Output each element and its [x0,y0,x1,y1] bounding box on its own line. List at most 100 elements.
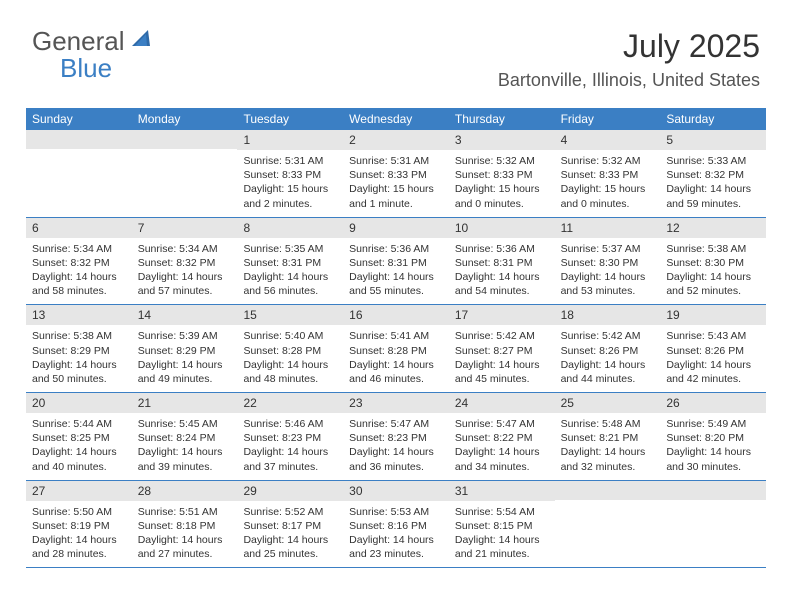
day-number [660,481,766,500]
day-cell: 1Sunrise: 5:31 AMSunset: 8:33 PMDaylight… [237,130,343,217]
week-row: 27Sunrise: 5:50 AMSunset: 8:19 PMDayligh… [26,481,766,569]
sunrise-line: Sunrise: 5:52 AM [243,505,337,519]
sunrise-line: Sunrise: 5:53 AM [349,505,443,519]
daylight-line: Daylight: 14 hours and 39 minutes. [138,445,232,473]
weekday-header: Tuesday [237,108,343,130]
sunrise-line: Sunrise: 5:39 AM [138,329,232,343]
sunset-line: Sunset: 8:28 PM [349,344,443,358]
day-body: Sunrise: 5:45 AMSunset: 8:24 PMDaylight:… [132,413,238,474]
sunset-line: Sunset: 8:27 PM [455,344,549,358]
sunset-line: Sunset: 8:16 PM [349,519,443,533]
day-cell: 5Sunrise: 5:33 AMSunset: 8:32 PMDaylight… [660,130,766,217]
weekday-header: Friday [555,108,661,130]
sunset-line: Sunset: 8:17 PM [243,519,337,533]
daylight-line: Daylight: 14 hours and 45 minutes. [455,358,549,386]
sunset-line: Sunset: 8:20 PM [666,431,760,445]
sunrise-line: Sunrise: 5:45 AM [138,417,232,431]
page-title: July 2025 [623,28,760,65]
day-number [132,130,238,149]
daylight-line: Daylight: 14 hours and 27 minutes. [138,533,232,561]
day-body: Sunrise: 5:34 AMSunset: 8:32 PMDaylight:… [132,238,238,299]
sunrise-line: Sunrise: 5:49 AM [666,417,760,431]
day-number: 3 [449,130,555,150]
day-cell: 20Sunrise: 5:44 AMSunset: 8:25 PMDayligh… [26,393,132,480]
weekday-header: Thursday [449,108,555,130]
day-cell: 7Sunrise: 5:34 AMSunset: 8:32 PMDaylight… [132,218,238,305]
day-body: Sunrise: 5:34 AMSunset: 8:32 PMDaylight:… [26,238,132,299]
daylight-line: Daylight: 14 hours and 54 minutes. [455,270,549,298]
day-cell [660,481,766,568]
day-number: 12 [660,218,766,238]
day-cell: 2Sunrise: 5:31 AMSunset: 8:33 PMDaylight… [343,130,449,217]
day-cell: 28Sunrise: 5:51 AMSunset: 8:18 PMDayligh… [132,481,238,568]
day-body: Sunrise: 5:47 AMSunset: 8:22 PMDaylight:… [449,413,555,474]
day-number: 2 [343,130,449,150]
day-body: Sunrise: 5:42 AMSunset: 8:27 PMDaylight:… [449,325,555,386]
day-cell: 31Sunrise: 5:54 AMSunset: 8:15 PMDayligh… [449,481,555,568]
day-cell: 4Sunrise: 5:32 AMSunset: 8:33 PMDaylight… [555,130,661,217]
logo-line1: General [32,26,125,56]
week-row: 20Sunrise: 5:44 AMSunset: 8:25 PMDayligh… [26,393,766,481]
day-cell: 18Sunrise: 5:42 AMSunset: 8:26 PMDayligh… [555,305,661,392]
day-cell: 10Sunrise: 5:36 AMSunset: 8:31 PMDayligh… [449,218,555,305]
sunrise-line: Sunrise: 5:36 AM [455,242,549,256]
sunset-line: Sunset: 8:32 PM [32,256,126,270]
sunset-line: Sunset: 8:28 PM [243,344,337,358]
sunrise-line: Sunrise: 5:44 AM [32,417,126,431]
sunrise-line: Sunrise: 5:40 AM [243,329,337,343]
sunset-line: Sunset: 8:24 PM [138,431,232,445]
sunset-line: Sunset: 8:26 PM [666,344,760,358]
day-cell: 23Sunrise: 5:47 AMSunset: 8:23 PMDayligh… [343,393,449,480]
day-number [555,481,661,500]
weekday-header: Monday [132,108,238,130]
sunset-line: Sunset: 8:30 PM [561,256,655,270]
day-body: Sunrise: 5:41 AMSunset: 8:28 PMDaylight:… [343,325,449,386]
day-number: 20 [26,393,132,413]
day-cell: 17Sunrise: 5:42 AMSunset: 8:27 PMDayligh… [449,305,555,392]
page-location: Bartonville, Illinois, United States [498,70,760,91]
day-number: 27 [26,481,132,501]
day-number: 28 [132,481,238,501]
daylight-line: Daylight: 14 hours and 55 minutes. [349,270,443,298]
weekday-header: Sunday [26,108,132,130]
sunrise-line: Sunrise: 5:34 AM [32,242,126,256]
sunrise-line: Sunrise: 5:50 AM [32,505,126,519]
day-body: Sunrise: 5:52 AMSunset: 8:17 PMDaylight:… [237,501,343,562]
daylight-line: Daylight: 14 hours and 32 minutes. [561,445,655,473]
sunset-line: Sunset: 8:18 PM [138,519,232,533]
sunrise-line: Sunrise: 5:31 AM [349,154,443,168]
sunset-line: Sunset: 8:33 PM [243,168,337,182]
sunset-line: Sunset: 8:22 PM [455,431,549,445]
day-body: Sunrise: 5:43 AMSunset: 8:26 PMDaylight:… [660,325,766,386]
day-cell: 29Sunrise: 5:52 AMSunset: 8:17 PMDayligh… [237,481,343,568]
sunset-line: Sunset: 8:26 PM [561,344,655,358]
weekday-header: Saturday [660,108,766,130]
daylight-line: Daylight: 14 hours and 36 minutes. [349,445,443,473]
day-number: 15 [237,305,343,325]
day-cell: 27Sunrise: 5:50 AMSunset: 8:19 PMDayligh… [26,481,132,568]
daylight-line: Daylight: 14 hours and 42 minutes. [666,358,760,386]
sunset-line: Sunset: 8:32 PM [138,256,232,270]
day-body: Sunrise: 5:32 AMSunset: 8:33 PMDaylight:… [449,150,555,211]
day-body: Sunrise: 5:36 AMSunset: 8:31 PMDaylight:… [343,238,449,299]
daylight-line: Daylight: 14 hours and 59 minutes. [666,182,760,210]
day-body: Sunrise: 5:31 AMSunset: 8:33 PMDaylight:… [343,150,449,211]
sunrise-line: Sunrise: 5:31 AM [243,154,337,168]
day-body: Sunrise: 5:33 AMSunset: 8:32 PMDaylight:… [660,150,766,211]
daylight-line: Daylight: 14 hours and 52 minutes. [666,270,760,298]
day-cell: 22Sunrise: 5:46 AMSunset: 8:23 PMDayligh… [237,393,343,480]
day-number: 6 [26,218,132,238]
logo-line2: Blue [60,53,154,84]
sunrise-line: Sunrise: 5:37 AM [561,242,655,256]
daylight-line: Daylight: 14 hours and 28 minutes. [32,533,126,561]
logo: General Blue [32,26,154,84]
sunset-line: Sunset: 8:15 PM [455,519,549,533]
day-cell: 26Sunrise: 5:49 AMSunset: 8:20 PMDayligh… [660,393,766,480]
day-body: Sunrise: 5:50 AMSunset: 8:19 PMDaylight:… [26,501,132,562]
day-number: 31 [449,481,555,501]
day-cell: 11Sunrise: 5:37 AMSunset: 8:30 PMDayligh… [555,218,661,305]
sunset-line: Sunset: 8:33 PM [561,168,655,182]
sunset-line: Sunset: 8:19 PM [32,519,126,533]
sunrise-line: Sunrise: 5:32 AM [561,154,655,168]
daylight-line: Daylight: 14 hours and 46 minutes. [349,358,443,386]
